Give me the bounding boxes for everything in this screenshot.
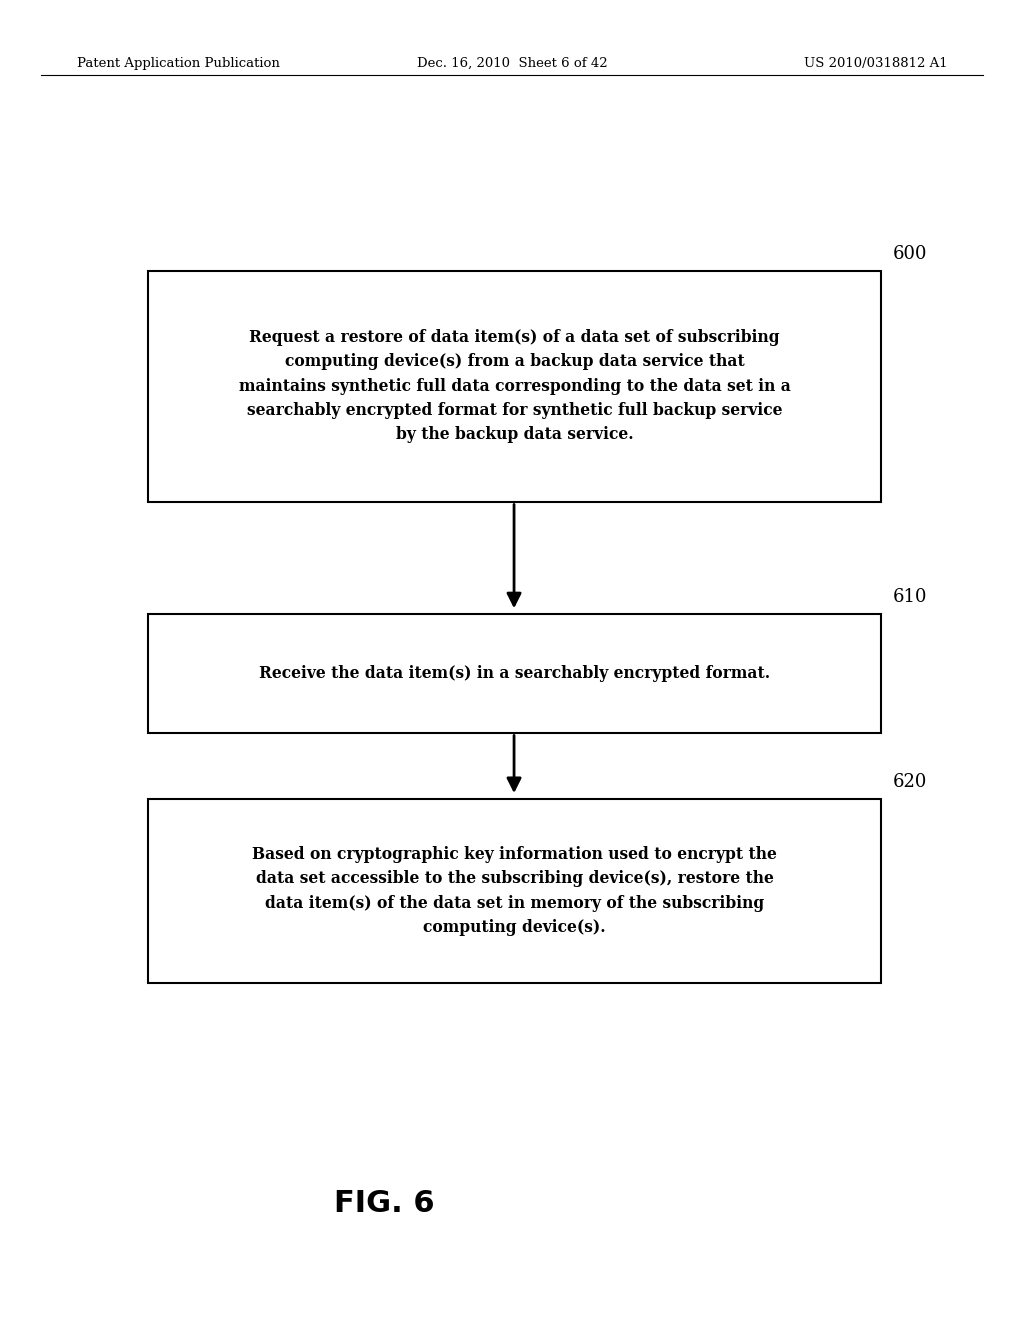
Text: Dec. 16, 2010  Sheet 6 of 42: Dec. 16, 2010 Sheet 6 of 42 [417,57,607,70]
Text: 600: 600 [893,244,928,263]
Text: 620: 620 [893,772,928,791]
Text: FIG. 6: FIG. 6 [334,1189,434,1218]
Text: US 2010/0318812 A1: US 2010/0318812 A1 [804,57,947,70]
Text: Based on cryptographic key information used to encrypt the
data set accessible t: Based on cryptographic key information u… [252,846,777,936]
Bar [148,799,881,983]
Text: Request a restore of data item(s) of a data set of subscribing
computing device(: Request a restore of data item(s) of a d… [239,329,791,444]
Text: 610: 610 [893,587,928,606]
Bar [148,271,881,502]
Text: Receive the data item(s) in a searchably encrypted format.: Receive the data item(s) in a searchably… [259,665,770,681]
Bar [148,614,881,733]
Text: Patent Application Publication: Patent Application Publication [77,57,280,70]
